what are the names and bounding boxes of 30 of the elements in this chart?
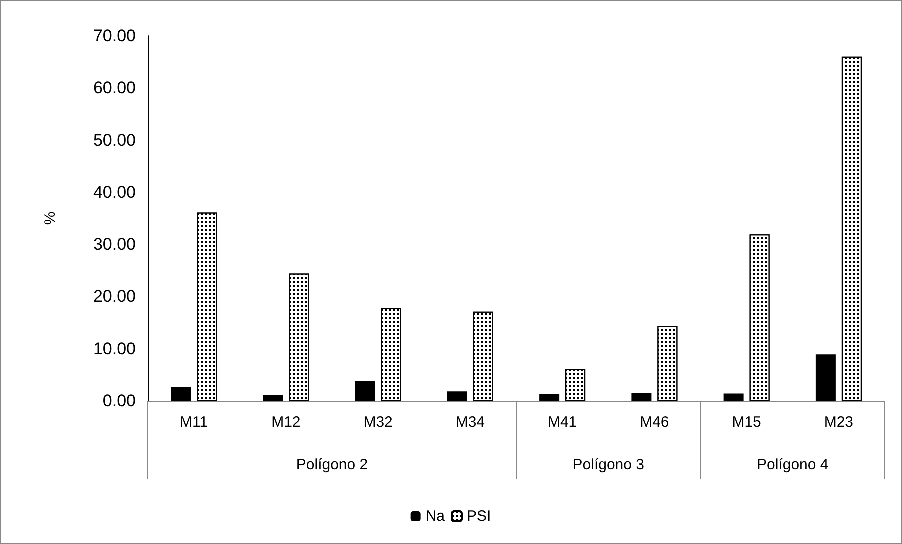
x-tick-label: M15	[732, 414, 762, 431]
bar	[447, 392, 468, 401]
y-tick-label: 0.00	[102, 392, 136, 410]
bar	[632, 393, 652, 401]
bar	[540, 394, 560, 401]
x-tick-label: M11	[180, 414, 208, 431]
text: Polígono 2	[296, 456, 368, 474]
y-axis-title: %	[42, 212, 59, 226]
legend-label: PSI	[467, 508, 492, 525]
x-tick-label: M41	[548, 414, 578, 431]
bar	[724, 394, 744, 401]
y-tick-label: 30.00	[93, 235, 136, 254]
x-tick-label: M32	[364, 414, 393, 431]
bar	[355, 381, 376, 401]
text: Polígono 4	[757, 456, 829, 474]
y-tick-label: 10.00	[93, 339, 136, 358]
y-tick-label: 70.00	[93, 26, 136, 46]
y-tick-label: 40.00	[93, 182, 136, 202]
legend-label: Na	[426, 508, 446, 525]
bar	[171, 387, 192, 401]
y-tick-label: 60.00	[93, 78, 136, 98]
x-tick-label: M34	[456, 414, 486, 431]
y-tick-label: 20.00	[93, 287, 136, 306]
x-tick-label: M23	[824, 414, 854, 431]
y-tick-label: 50.00	[93, 130, 136, 150]
text: Polígono 3	[572, 456, 644, 474]
bar	[263, 395, 284, 401]
x-tick-label: M12	[272, 414, 301, 431]
x-tick-label: M46	[640, 414, 670, 431]
bar	[816, 354, 836, 401]
